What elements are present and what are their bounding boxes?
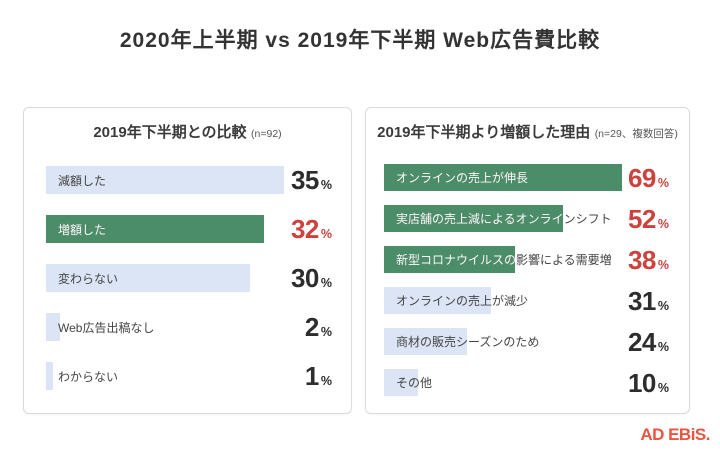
bar-label: 減額した xyxy=(58,173,107,188)
bar-area: わからない 1% xyxy=(46,362,332,390)
bar-label: 実店舗の売上減によるオンラインシフト xyxy=(396,212,612,226)
bar-label: 変わらない xyxy=(58,271,119,286)
bar-area: 商材の販売シーズンのため 24% xyxy=(384,328,669,355)
bar-value-unit: % xyxy=(657,298,669,313)
bar-chart-comparison: 減額した 35% 増額した 増額した 32% 変わらない xyxy=(24,166,351,390)
bar xyxy=(384,287,491,314)
bar-value-unit: % xyxy=(657,380,669,395)
panel-comparison-sample-note: (n=92) xyxy=(251,128,282,140)
bar-value-number: 2 xyxy=(304,312,319,342)
bar xyxy=(46,362,53,390)
bar-row: 新型コロナウイルスの影響による需要増 新型コロナウイルスの影響による需要増 38… xyxy=(384,246,669,273)
bar-label: その他 xyxy=(396,376,433,390)
bar-area: オンラインの売上が減少 31% xyxy=(384,287,669,314)
bar-row: 減額した 35% xyxy=(46,166,332,194)
bar-value-number: 10 xyxy=(627,367,656,398)
bar-value-unit: % xyxy=(657,339,669,354)
infographic-canvas: { "title": "2020年上半期 vs 2019年下半期 Web広告費比… xyxy=(0,24,720,457)
bar-value-number: 69 xyxy=(627,162,656,193)
bar-area: 新型コロナウイルスの影響による需要増 新型コロナウイルスの影響による需要増 38… xyxy=(384,246,669,273)
bar-value-unit: % xyxy=(657,175,669,190)
bar-label: 新型コロナウイルスの影響による需要増 xyxy=(396,253,612,267)
bar-label-overlay: 実店舗の売上減によるオンラインシフト xyxy=(384,205,563,232)
bar-value-number: 35 xyxy=(290,165,319,195)
panel-increase-reasons: 2019年下半期より増額した理由 (n=29、複数回答) オンラインの売上が伸長… xyxy=(365,107,690,414)
bar-value: 31% xyxy=(628,288,669,314)
panel-increase-reasons-sample-note: (n=29、複数回答) xyxy=(594,128,678,140)
bar-label: 新型コロナウイルスの影響による需要増 xyxy=(396,253,515,267)
bar-value: 32% xyxy=(291,216,332,242)
bar-row: その他 10% xyxy=(384,369,669,396)
bar-value-unit: % xyxy=(320,227,332,241)
bar-value-number: 1 xyxy=(304,361,319,391)
page-title: 2020年上半期 vs 2019年下半期 Web広告費比較 xyxy=(119,29,601,52)
adebis-logo: AD EBiS. xyxy=(640,425,710,444)
bar-value: 69% xyxy=(628,165,669,191)
bar-row: Web広告出稿なし 2% xyxy=(46,313,332,341)
bar-row: 商材の販売シーズンのため 24% xyxy=(384,328,669,355)
bar-label: わからない xyxy=(58,369,119,384)
bar-value-number: 32 xyxy=(290,214,319,244)
bar-value: 2% xyxy=(305,314,332,340)
bar-label: Web広告出稿なし xyxy=(58,320,155,335)
bar-value: 1% xyxy=(305,363,332,389)
bar xyxy=(384,328,467,355)
bar-value-unit: % xyxy=(320,325,332,339)
bar-area: その他 10% xyxy=(384,369,669,396)
bar-value-number: 31 xyxy=(627,285,656,316)
bar-row: 変わらない 30% xyxy=(46,264,332,292)
bar-value: 52% xyxy=(628,206,669,232)
bar xyxy=(384,205,563,232)
bar-label: 商材の販売シーズンのため xyxy=(396,335,540,349)
bar-value: 35% xyxy=(291,167,332,193)
bar-value-unit: % xyxy=(320,374,332,388)
bar-value: 10% xyxy=(628,370,669,396)
bar-value: 38% xyxy=(628,247,669,273)
bar xyxy=(384,164,622,191)
bar-label-overlay: 増額した xyxy=(46,215,264,243)
bar-value-unit: % xyxy=(320,276,332,290)
bar-value-unit: % xyxy=(657,216,669,231)
bar-label: オンラインの売上が減少 xyxy=(396,294,529,308)
panel-increase-reasons-title: 2019年下半期より増額した理由 xyxy=(377,124,591,141)
bar-value: 30% xyxy=(291,265,332,291)
bar xyxy=(46,313,60,341)
bar-label: 増額した xyxy=(58,222,107,237)
bar-value-unit: % xyxy=(320,178,332,192)
bar-label-overlay: 新型コロナウイルスの影響による需要増 xyxy=(384,246,515,273)
bar-chart-increase-reasons: オンラインの売上が伸長 オンラインの売上が伸長 69% 実店舗の売上減によるオン… xyxy=(366,164,689,396)
bar-value: 24% xyxy=(628,329,669,355)
bar-row: 実店舗の売上減によるオンラインシフト 実店舗の売上減によるオンラインシフト 52… xyxy=(384,205,669,232)
bar-value-number: 30 xyxy=(290,263,319,293)
bar-area: 減額した 35% xyxy=(46,166,332,194)
bar xyxy=(46,166,284,194)
bar xyxy=(46,215,264,243)
bar-area: Web広告出稿なし 2% xyxy=(46,313,332,341)
bar-area: 変わらない 30% xyxy=(46,264,332,292)
bar-area: 実店舗の売上減によるオンラインシフト 実店舗の売上減によるオンラインシフト 52… xyxy=(384,205,669,232)
bar-label-overlay: オンラインの売上が伸長 xyxy=(384,164,622,191)
bar-value-number: 38 xyxy=(627,244,656,275)
panel-increase-reasons-header: 2019年下半期より増額した理由 (n=29、複数回答) xyxy=(366,121,689,142)
bar-value-unit: % xyxy=(657,257,669,272)
panel-comparison-header: 2019年下半期との比較 (n=92) xyxy=(24,121,351,142)
bar xyxy=(46,264,250,292)
bar-label: オンラインの売上が伸長 xyxy=(396,171,529,185)
bar-value-number: 52 xyxy=(627,203,656,234)
bar-area: オンラインの売上が伸長 オンラインの売上が伸長 69% xyxy=(384,164,669,191)
bar-label: 増額した xyxy=(58,222,107,237)
bar-value-number: 24 xyxy=(627,326,656,357)
bar xyxy=(384,369,418,396)
bar-row: オンラインの売上が減少 31% xyxy=(384,287,669,314)
bar-row: わからない 1% xyxy=(46,362,332,390)
panel-comparison-title: 2019年下半期との比較 xyxy=(93,124,247,141)
bar-area: 増額した 増額した 32% xyxy=(46,215,332,243)
bar xyxy=(384,246,515,273)
bar-row: 増額した 増額した 32% xyxy=(46,215,332,243)
panel-comparison: 2019年下半期との比較 (n=92) 減額した 35% 増額した 増額した 3… xyxy=(23,107,352,414)
bar-label: 実店舗の売上減によるオンラインシフト xyxy=(396,212,563,226)
bar-label: オンラインの売上が伸長 xyxy=(396,171,529,185)
bar-row: オンラインの売上が伸長 オンラインの売上が伸長 69% xyxy=(384,164,669,191)
